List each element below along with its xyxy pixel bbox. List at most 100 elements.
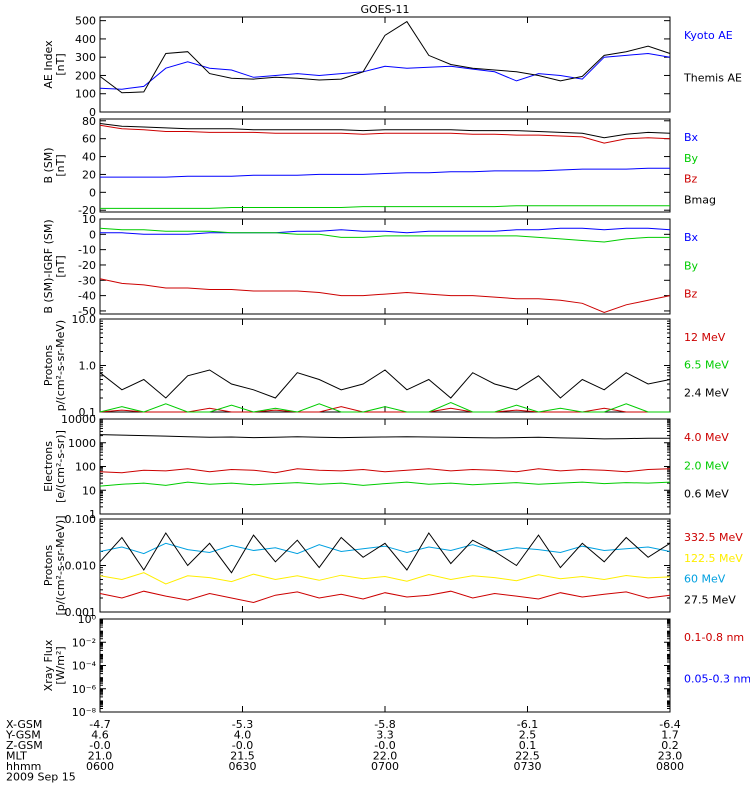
legend-label: 0.05-0.3 nm bbox=[684, 673, 750, 686]
footer-value: 4.6 bbox=[91, 729, 109, 742]
y-axis-title: [e/(cm²-s-sr)] bbox=[54, 430, 67, 503]
footer-row-label: Z-GSM bbox=[6, 739, 43, 752]
y-tick-label: 0 bbox=[89, 186, 96, 199]
y-tick-label: 100 bbox=[75, 461, 96, 474]
y-tick-label: 60 bbox=[82, 133, 96, 146]
legend-label: 332.5 MeV bbox=[684, 531, 743, 544]
footer-value: 0800 bbox=[656, 760, 684, 773]
y-tick-label: 10⁻⁸ bbox=[72, 706, 97, 719]
footer-value: 4.0 bbox=[234, 729, 252, 742]
panel-5: 1 10 100 1000 10000 Electrons [e/(cm²-s-sr)] 4.… bbox=[42, 413, 729, 521]
footer-value: -5.8 bbox=[374, 718, 395, 731]
series-line-0 bbox=[100, 167, 670, 178]
y-tick-label: 300 bbox=[75, 51, 96, 64]
panel-frame bbox=[99, 418, 671, 515]
footer-value: 0.2 bbox=[661, 739, 679, 752]
y-tick-label: 10⁻² bbox=[72, 636, 96, 649]
legend-label: 2.4 MeV bbox=[684, 386, 729, 399]
legend-label: 4.0 MeV bbox=[684, 431, 729, 444]
series-line-1 bbox=[99, 227, 670, 243]
y-tick-label: 1000 bbox=[68, 437, 96, 450]
legend-label: 27.5 MeV bbox=[684, 593, 736, 606]
series-line-1 bbox=[99, 481, 671, 487]
footer-value: 2.5 bbox=[519, 729, 537, 742]
footer-value: -6.4 bbox=[659, 718, 680, 731]
legend-label: 122.5 MeV bbox=[684, 552, 743, 565]
series-line-2 bbox=[99, 434, 670, 440]
y-tick-label: 1.0 bbox=[79, 360, 97, 373]
chart-title: GOES-11 bbox=[360, 3, 409, 16]
footer-value: -0.0 bbox=[374, 739, 395, 752]
panel-frame bbox=[99, 16, 671, 113]
legend-label: 0.1-0.8 nm bbox=[684, 631, 744, 644]
y-tick-label: -20 bbox=[78, 204, 96, 217]
y-tick-label: 500 bbox=[75, 15, 96, 28]
footer-date: 2009 Sep 15 bbox=[6, 771, 76, 784]
series-line-3 bbox=[99, 123, 671, 139]
footer-row-label: X-GSM bbox=[6, 718, 42, 731]
panel-4: 0.1 1.0 10.0 Protons p/(cm²-s-sr-MeV) 12 MeV 6… bbox=[42, 313, 729, 419]
footer-value: 0730 bbox=[514, 760, 542, 773]
legend-label: Themis AE bbox=[683, 72, 742, 85]
y-axis-title: B (SM)-IGRF (SM) bbox=[42, 219, 55, 313]
series-line-0 bbox=[99, 52, 671, 90]
panel-frame bbox=[99, 318, 671, 413]
y-axis-title: B (SM) bbox=[42, 147, 55, 183]
y-axis-title: Protons bbox=[42, 545, 55, 586]
legend-label: Kyoto AE bbox=[684, 29, 733, 42]
y-tick-label: 10⁰ bbox=[78, 613, 97, 626]
series-line-2 bbox=[99, 124, 671, 144]
y-tick-label: 10 bbox=[82, 484, 96, 497]
footer-value: 0700 bbox=[371, 760, 399, 773]
panel-2: -20 0 20 40 60 80 B (SM) [nT] Bx By Bz Bmag bbox=[42, 115, 716, 217]
y-tick-label: 1 bbox=[89, 508, 96, 521]
legend-label: Bz bbox=[684, 173, 698, 186]
legend-label: 6.5 MeV bbox=[684, 359, 729, 372]
y-tick-label: 10.0 bbox=[72, 313, 97, 326]
legend-label: 0.6 MeV bbox=[684, 488, 729, 501]
legend-label: By bbox=[684, 152, 699, 165]
y-tick-label: 0.010 bbox=[65, 560, 97, 573]
legend-label: Bmag bbox=[684, 193, 716, 206]
y-axis-title: Xray Flux bbox=[42, 639, 55, 691]
y-axis-title: Protons bbox=[42, 345, 55, 386]
y-tick-label: -20 bbox=[78, 259, 96, 272]
legend-label: 60 MeV bbox=[684, 573, 726, 586]
y-tick-label: 0 bbox=[89, 228, 96, 241]
legend-label: Bx bbox=[684, 231, 699, 244]
series-line-2 bbox=[99, 278, 671, 314]
legend-label: Bx bbox=[684, 131, 699, 144]
footer-value: 21.0 bbox=[88, 750, 113, 763]
series-line-2 bbox=[99, 369, 671, 399]
y-tick-label: 10⁻⁶ bbox=[72, 683, 97, 696]
footer-value: -4.7 bbox=[89, 718, 110, 731]
y-tick-label: -50 bbox=[78, 305, 96, 318]
y-tick-label: 0.100 bbox=[65, 513, 97, 526]
footer-value: 22.5 bbox=[515, 750, 540, 763]
panel-frame bbox=[99, 618, 671, 713]
series-line-3 bbox=[99, 532, 671, 574]
series-line-0 bbox=[99, 468, 671, 474]
y-tick-label: 0 bbox=[89, 106, 96, 119]
y-tick-label: 200 bbox=[75, 69, 96, 82]
y-tick-label: -40 bbox=[78, 290, 96, 303]
panel-frame bbox=[99, 518, 671, 613]
footer-value: -5.3 bbox=[232, 718, 253, 731]
footer-value: -0.0 bbox=[89, 739, 110, 752]
series-line-1 bbox=[99, 572, 671, 585]
y-tick-label: 100 bbox=[75, 88, 96, 101]
y-tick-label: 40 bbox=[82, 151, 96, 164]
footer-value: 0.1 bbox=[519, 739, 537, 752]
y-tick-label: 10⁻⁴ bbox=[72, 660, 97, 673]
panel-6: 0.001 0.010 0.100 Protons [p/(cm²-s-sr-MeV)]… bbox=[42, 513, 743, 619]
y-tick-label: -10 bbox=[78, 244, 96, 257]
series-line-1 bbox=[99, 20, 671, 94]
footer-value: -0.0 bbox=[232, 739, 253, 752]
y-tick-label: 20 bbox=[82, 168, 96, 181]
y-tick-label: -30 bbox=[78, 274, 96, 287]
y-tick-label: 10000 bbox=[61, 413, 96, 426]
series-line-1 bbox=[99, 401, 670, 413]
footer-value: 22.0 bbox=[373, 750, 398, 763]
series-line-0 bbox=[99, 590, 671, 604]
